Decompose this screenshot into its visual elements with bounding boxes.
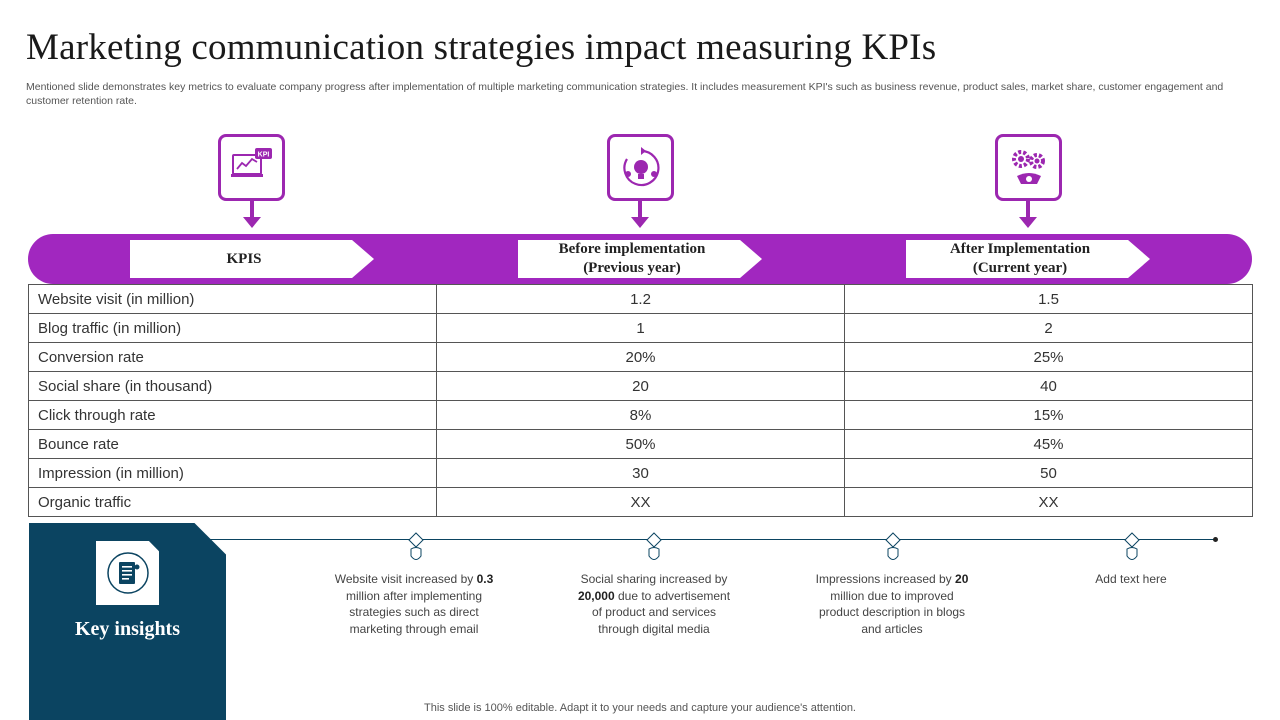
after-arrow bbox=[1026, 201, 1030, 219]
header-after-line1: After Implementation bbox=[949, 241, 1091, 257]
kpi-dashboard-icon-graphic: KPI bbox=[230, 147, 272, 177]
kpi-name-cell: Conversion rate bbox=[28, 342, 437, 372]
after-value-cell: 25% bbox=[844, 342, 1253, 372]
timeline-end-dot bbox=[1213, 537, 1218, 542]
after-value-cell: XX bbox=[844, 487, 1253, 517]
document-icon bbox=[96, 541, 159, 605]
header-kpis: KPIS bbox=[130, 240, 374, 278]
header-before-label: Before implementation (Previous year) bbox=[559, 240, 722, 278]
header-after-label: After Implementation (Current year) bbox=[950, 240, 1106, 278]
timeline-line bbox=[210, 539, 1216, 540]
page-subtitle: Mentioned slide demonstrates key metrics… bbox=[26, 81, 1224, 107]
table-row: Website visit (in million) 1.2 1.5 bbox=[28, 284, 1253, 314]
table-row: Blog traffic (in million) 1 2 bbox=[28, 313, 1253, 343]
before-value-cell: 1.2 bbox=[436, 284, 845, 314]
kpi-name-cell: Social share (in thousand) bbox=[28, 371, 437, 401]
header-kpis-label: KPIS bbox=[226, 250, 262, 267]
timeline-marker bbox=[646, 532, 662, 560]
insight-highlight: 20 bbox=[955, 572, 969, 586]
after-value-cell: 2 bbox=[844, 313, 1253, 343]
after-value-cell: 40 bbox=[844, 371, 1253, 401]
insight-text-post: million due to improved product descript… bbox=[818, 588, 966, 636]
timeline-marker bbox=[885, 532, 901, 560]
before-value-cell: 8% bbox=[436, 400, 845, 430]
kpi-dashboard-icon: KPI bbox=[218, 134, 285, 201]
after-arrow-head bbox=[1019, 217, 1037, 228]
kpi-name-cell: Click through rate bbox=[28, 400, 437, 430]
table-row: Bounce rate 50% 45% bbox=[28, 429, 1253, 459]
page-title: Marketing communication strategies impac… bbox=[26, 27, 937, 68]
table-row: Impression (in million) 30 50 bbox=[28, 458, 1253, 488]
before-value-cell: XX bbox=[436, 487, 845, 517]
kpi-arrow bbox=[250, 201, 254, 219]
header-before: Before implementation (Previous year) bbox=[518, 240, 762, 278]
before-value-cell: 20 bbox=[436, 371, 845, 401]
kpi-table: Website visit (in million) 1.2 1.5 Blog … bbox=[28, 284, 1253, 517]
idea-cycle-icon bbox=[607, 134, 674, 201]
insight-item: Impressions increased by 20 million due … bbox=[812, 571, 972, 637]
insight-text-pre: Add text here bbox=[1095, 572, 1167, 586]
insight-text-post: million after implementing strategies su… bbox=[345, 588, 483, 636]
before-arrow-head bbox=[631, 217, 649, 228]
before-value-cell: 20% bbox=[436, 342, 845, 372]
table-row: Organic traffic XX XX bbox=[28, 487, 1253, 517]
footer-note: This slide is 100% editable. Adapt it to… bbox=[424, 702, 856, 714]
before-value-cell: 1 bbox=[436, 313, 845, 343]
header-after-line2: (Current year) bbox=[972, 260, 1068, 276]
insight-text-post: due to advertisement of product and serv… bbox=[591, 588, 731, 636]
before-value-cell: 30 bbox=[436, 458, 845, 488]
kpi-name-cell: Blog traffic (in million) bbox=[28, 313, 437, 343]
before-value-cell: 50% bbox=[436, 429, 845, 459]
insight-text-pre: Impressions increased by bbox=[815, 572, 956, 586]
header-before-line1: Before implementation bbox=[558, 241, 706, 257]
before-arrow bbox=[638, 201, 642, 219]
kpi-arrow-head bbox=[243, 217, 261, 228]
insight-text-pre: Social sharing increased by bbox=[580, 572, 728, 586]
after-value-cell: 45% bbox=[844, 429, 1253, 459]
after-value-cell: 15% bbox=[844, 400, 1253, 430]
insight-item: Website visit increased by 0.3 million a… bbox=[334, 571, 494, 637]
gears-icon-graphic bbox=[1011, 149, 1045, 184]
insight-text-pre: Website visit increased by bbox=[334, 572, 477, 586]
kpi-icon-label: KPI bbox=[257, 151, 269, 158]
document-icon-graphic bbox=[106, 552, 149, 594]
after-value-cell: 1.5 bbox=[844, 284, 1253, 314]
kpi-name-cell: Impression (in million) bbox=[28, 458, 437, 488]
table-row: Click through rate 8% 15% bbox=[28, 400, 1253, 430]
kpi-name-cell: Website visit (in million) bbox=[28, 284, 437, 314]
gears-icon bbox=[995, 134, 1062, 201]
key-insights-title: Key insights bbox=[74, 618, 181, 640]
header-after: After Implementation (Current year) bbox=[906, 240, 1150, 278]
header-before-line2: (Previous year) bbox=[583, 260, 681, 276]
insight-highlight: 20,000 bbox=[577, 588, 615, 603]
idea-cycle-icon-graphic bbox=[622, 146, 660, 186]
table-row: Conversion rate 20% 25% bbox=[28, 342, 1253, 372]
insight-item: Social sharing increased by 20,000 due t… bbox=[574, 571, 734, 637]
insight-item-placeholder: Add text here bbox=[1091, 571, 1171, 588]
kpi-name-cell: Bounce rate bbox=[28, 429, 437, 459]
timeline-marker bbox=[408, 532, 424, 560]
after-value-cell: 50 bbox=[844, 458, 1253, 488]
timeline-marker bbox=[1124, 532, 1140, 560]
insight-highlight: 0.3 bbox=[476, 572, 494, 586]
kpi-name-cell: Organic traffic bbox=[28, 487, 437, 517]
table-row: Social share (in thousand) 20 40 bbox=[28, 371, 1253, 401]
